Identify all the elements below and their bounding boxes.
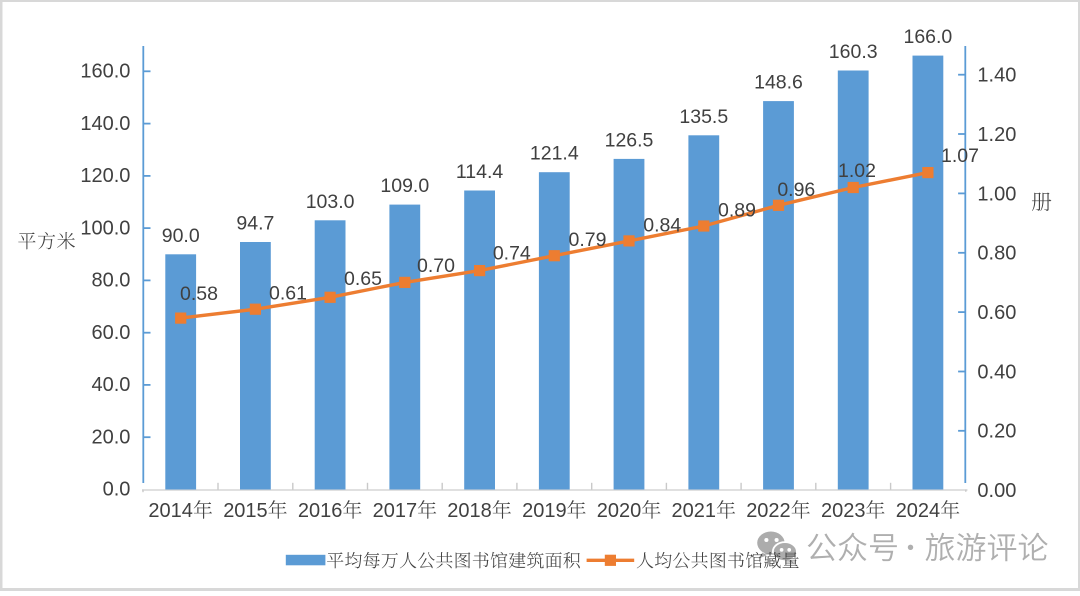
svg-text:121.4: 121.4: [530, 143, 579, 165]
svg-text:0.74: 0.74: [493, 242, 531, 264]
svg-text:0.58: 0.58: [180, 283, 218, 305]
svg-text:20.0: 20.0: [91, 426, 130, 448]
svg-text:2016: 2016: [298, 500, 343, 522]
svg-text:0.0: 0.0: [103, 479, 131, 501]
svg-text:2019: 2019: [522, 500, 567, 522]
svg-text:160.3: 160.3: [829, 41, 878, 63]
svg-text:90.0: 90.0: [162, 225, 200, 247]
svg-text:0.60: 0.60: [977, 302, 1016, 324]
svg-text:114.4: 114.4: [456, 161, 504, 183]
svg-text:109.0: 109.0: [380, 175, 429, 197]
svg-text:140.0: 140.0: [80, 113, 130, 135]
svg-text:0.96: 0.96: [777, 179, 815, 201]
svg-text:120.0: 120.0: [80, 165, 130, 187]
svg-text:148.6: 148.6: [754, 72, 803, 94]
svg-text:60.0: 60.0: [91, 322, 130, 344]
svg-text:40.0: 40.0: [91, 374, 130, 396]
svg-text:160.0: 160.0: [80, 61, 130, 83]
svg-text:0.79: 0.79: [569, 229, 607, 251]
svg-text:0.80: 0.80: [977, 243, 1016, 265]
svg-text:0.70: 0.70: [417, 255, 455, 277]
svg-text:166.0: 166.0: [903, 26, 952, 48]
svg-text:1.40: 1.40: [977, 65, 1016, 87]
svg-text:2020: 2020: [597, 500, 642, 522]
svg-text:1.20: 1.20: [977, 124, 1016, 146]
svg-text:135.5: 135.5: [679, 106, 728, 128]
svg-text:2017: 2017: [373, 500, 418, 522]
svg-text:94.7: 94.7: [236, 213, 274, 235]
svg-text:2022: 2022: [746, 500, 791, 522]
svg-text:126.5: 126.5: [605, 129, 654, 151]
svg-text:80.0: 80.0: [91, 270, 130, 292]
svg-text:2015: 2015: [223, 500, 268, 522]
svg-text:100.0: 100.0: [80, 217, 130, 239]
svg-text:2014: 2014: [148, 500, 193, 522]
svg-text:1.07: 1.07: [941, 145, 979, 167]
svg-text:0.20: 0.20: [977, 421, 1016, 443]
svg-text:0.84: 0.84: [643, 214, 681, 236]
svg-text:0.40: 0.40: [977, 361, 1016, 383]
svg-text:0.89: 0.89: [718, 199, 756, 221]
svg-text:1.00: 1.00: [977, 183, 1016, 205]
svg-text:2023: 2023: [821, 500, 866, 522]
svg-text:2018: 2018: [447, 500, 492, 522]
svg-text:1.02: 1.02: [838, 160, 876, 182]
svg-text:0.61: 0.61: [269, 283, 307, 305]
svg-text:2021: 2021: [672, 500, 717, 522]
svg-text:2024: 2024: [896, 500, 941, 522]
svg-text:103.0: 103.0: [306, 191, 355, 213]
svg-text:0.00: 0.00: [977, 480, 1016, 502]
svg-text:0.65: 0.65: [344, 268, 382, 290]
